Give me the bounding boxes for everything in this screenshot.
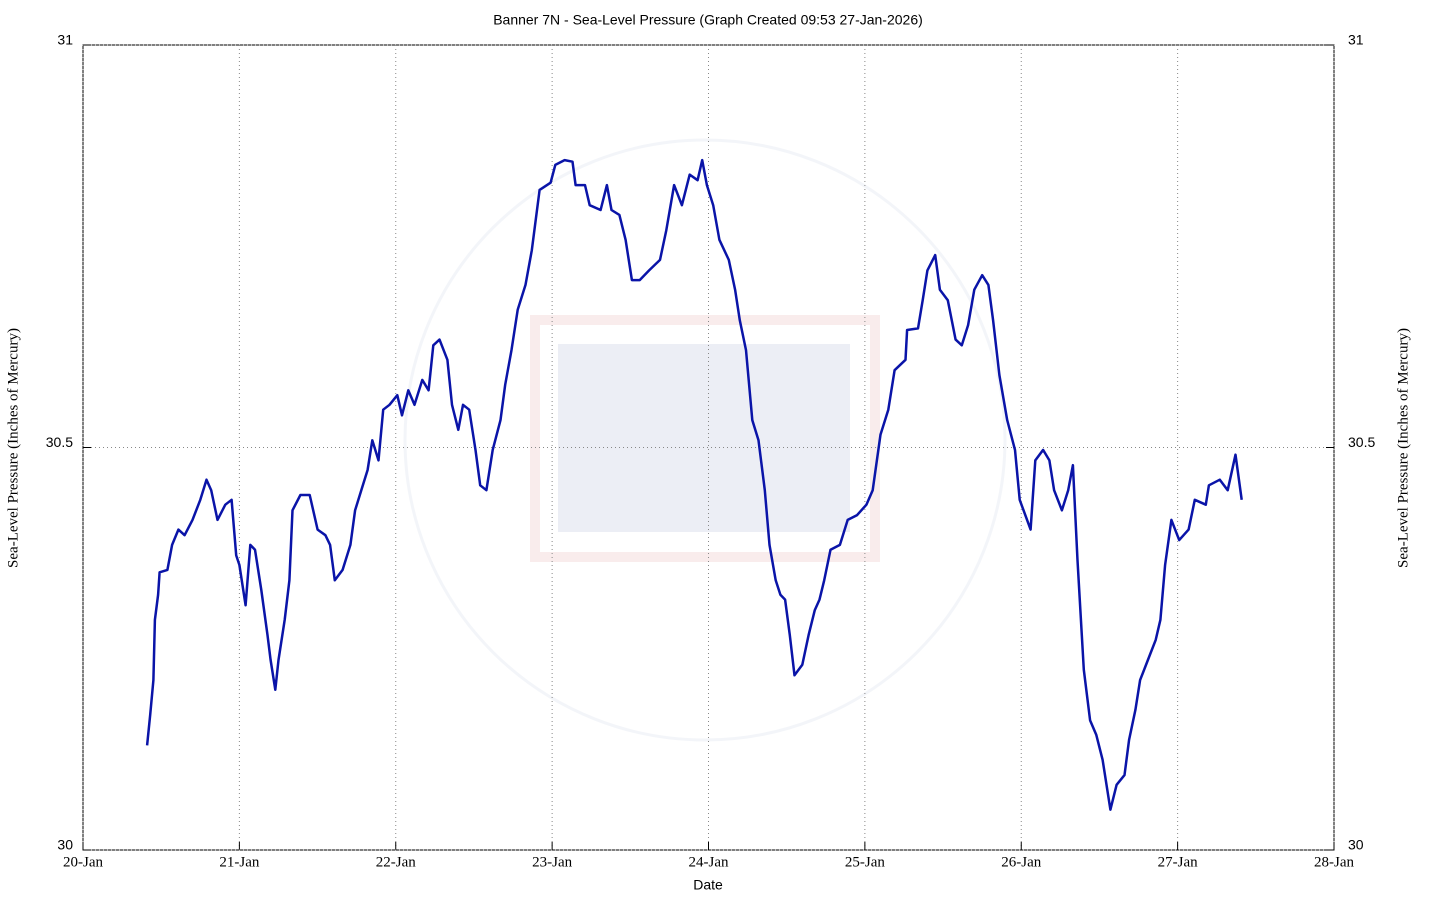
x-tick-label: 25-Jan — [845, 854, 885, 870]
x-tick-label: 27-Jan — [1158, 854, 1198, 870]
y-tick-label: 30.5 — [46, 434, 73, 450]
y2-tick-label: 31 — [1348, 32, 1364, 48]
x-tick-label: 24-Jan — [689, 854, 729, 870]
x-tick-label: 28-Jan — [1314, 854, 1354, 870]
y-axis-label: Sea-Level Pressure (Inches of Mercury) — [5, 328, 21, 568]
x-tick-label: 23-Jan — [532, 854, 572, 870]
x-tick-label: 22-Jan — [376, 854, 416, 870]
x-tick-label: 26-Jan — [1001, 854, 1041, 870]
y-tick-label: 30 — [57, 837, 73, 853]
y2-tick-label: 30.5 — [1348, 434, 1375, 450]
x-axis-label: Date — [693, 877, 723, 893]
y-tick-label: 31 — [57, 32, 73, 48]
pressure-line — [145, 158, 1243, 811]
y2-axis-label: Sea-Level Pressure (Inches of Mercury) — [1395, 328, 1411, 568]
y2-tick-label: 30 — [1348, 837, 1364, 853]
x-tick-label: 21-Jan — [219, 854, 259, 870]
chart-title: Banner 7N - Sea-Level Pressure (Graph Cr… — [493, 12, 923, 28]
watermark — [403, 138, 1007, 742]
x-tick-label: 20-Jan — [63, 854, 103, 870]
